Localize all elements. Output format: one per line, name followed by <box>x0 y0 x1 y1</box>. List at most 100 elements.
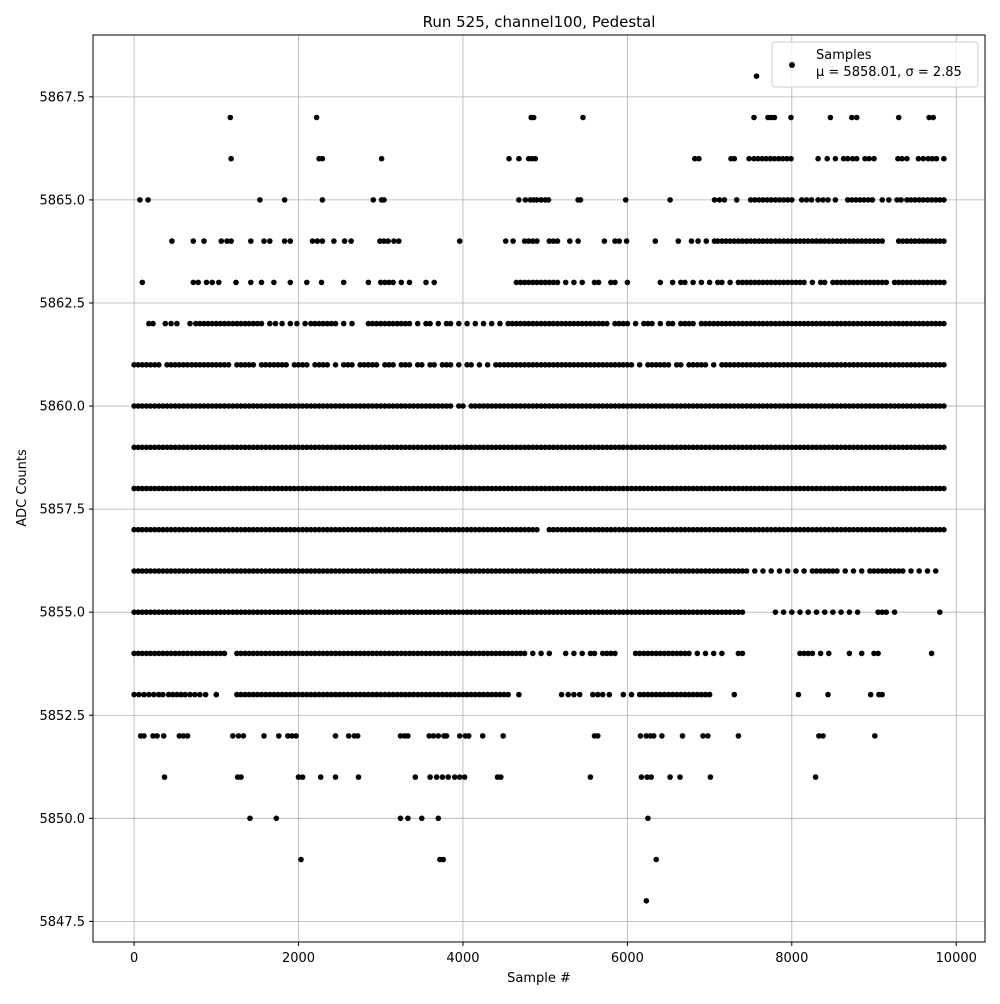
data-point <box>895 279 902 286</box>
data-point <box>830 609 836 615</box>
data-point <box>842 485 848 492</box>
data-point <box>710 444 717 451</box>
data-point <box>534 444 540 451</box>
data-point <box>276 733 282 739</box>
data-point <box>641 609 647 615</box>
data-point <box>735 444 742 451</box>
data-point <box>357 403 364 409</box>
data-point <box>739 279 746 286</box>
data-point <box>710 650 717 657</box>
data-point <box>879 320 885 327</box>
data-point <box>254 691 261 698</box>
data-point <box>151 568 158 574</box>
data-point <box>137 197 143 203</box>
data-point <box>706 403 713 409</box>
data-point <box>295 650 302 657</box>
data-point <box>534 485 540 492</box>
data-point <box>694 444 701 451</box>
data-point <box>312 444 318 451</box>
data-point <box>641 568 647 574</box>
data-point <box>238 444 244 451</box>
data-point <box>900 526 906 533</box>
data-point <box>895 238 902 244</box>
data-point <box>209 609 215 615</box>
data-point <box>361 526 368 533</box>
data-point <box>933 155 940 162</box>
data-point <box>653 403 659 409</box>
data-point <box>497 485 503 492</box>
data-point <box>768 568 774 574</box>
data-point <box>304 691 310 698</box>
data-point <box>891 279 898 286</box>
data-point <box>373 526 380 533</box>
data-point <box>546 320 553 327</box>
data-point <box>727 568 733 574</box>
data-point <box>443 485 450 492</box>
data-point <box>287 485 294 492</box>
data-point <box>484 444 491 451</box>
data-point <box>340 485 347 492</box>
data-point <box>283 362 290 368</box>
data-point <box>419 362 425 368</box>
data-point <box>760 362 766 368</box>
data-point <box>669 526 676 533</box>
data-point <box>801 444 807 451</box>
data-point <box>279 444 285 451</box>
data-point <box>402 362 409 368</box>
data-point <box>312 568 318 574</box>
data-point <box>357 650 364 657</box>
data-point <box>365 444 372 451</box>
data-point <box>567 444 573 451</box>
data-point <box>678 485 684 492</box>
data-point <box>867 444 873 451</box>
data-point <box>682 444 688 451</box>
data-point <box>136 691 142 698</box>
data-point <box>698 485 705 492</box>
data-point <box>784 155 790 162</box>
data-point <box>649 403 655 409</box>
data-point <box>937 526 943 533</box>
data-point <box>304 279 310 286</box>
data-point <box>805 485 811 492</box>
data-point <box>141 691 147 698</box>
data-point <box>719 320 725 327</box>
data-point <box>279 609 285 615</box>
data-point <box>875 485 881 492</box>
data-point <box>641 691 647 698</box>
data-point <box>616 526 622 533</box>
data-point <box>230 568 236 574</box>
data-point <box>891 526 898 533</box>
data-point <box>735 485 742 492</box>
data-point <box>517 609 524 615</box>
data-point <box>314 238 321 244</box>
data-point <box>156 485 162 492</box>
data-point <box>402 320 409 327</box>
data-point <box>435 320 442 327</box>
data-point <box>937 197 943 203</box>
data-point <box>645 403 651 409</box>
data-point <box>743 279 750 286</box>
data-point <box>731 444 738 451</box>
data-point <box>525 279 532 286</box>
data-point <box>502 238 509 244</box>
data-point <box>513 568 520 574</box>
data-point <box>254 320 261 327</box>
data-point <box>932 279 939 286</box>
data-point <box>447 362 454 368</box>
data-point <box>871 526 877 533</box>
data-point <box>505 526 512 533</box>
data-point <box>201 403 207 409</box>
data-point <box>354 733 361 739</box>
data-point <box>747 526 754 533</box>
data-point <box>410 691 417 698</box>
data-point <box>595 568 602 574</box>
data-point <box>287 691 294 698</box>
data-point <box>318 279 325 286</box>
data-point <box>190 279 197 286</box>
data-point <box>932 444 939 451</box>
data-point <box>616 485 622 492</box>
data-point <box>509 444 516 451</box>
data-point <box>808 197 815 203</box>
data-point <box>521 526 528 533</box>
data-point <box>501 362 507 368</box>
